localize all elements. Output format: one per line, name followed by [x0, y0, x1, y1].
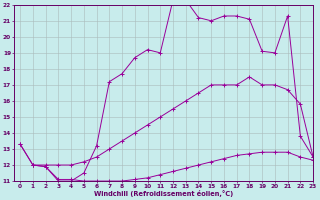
X-axis label: Windchill (Refroidissement éolien,°C): Windchill (Refroidissement éolien,°C) [94, 190, 233, 197]
